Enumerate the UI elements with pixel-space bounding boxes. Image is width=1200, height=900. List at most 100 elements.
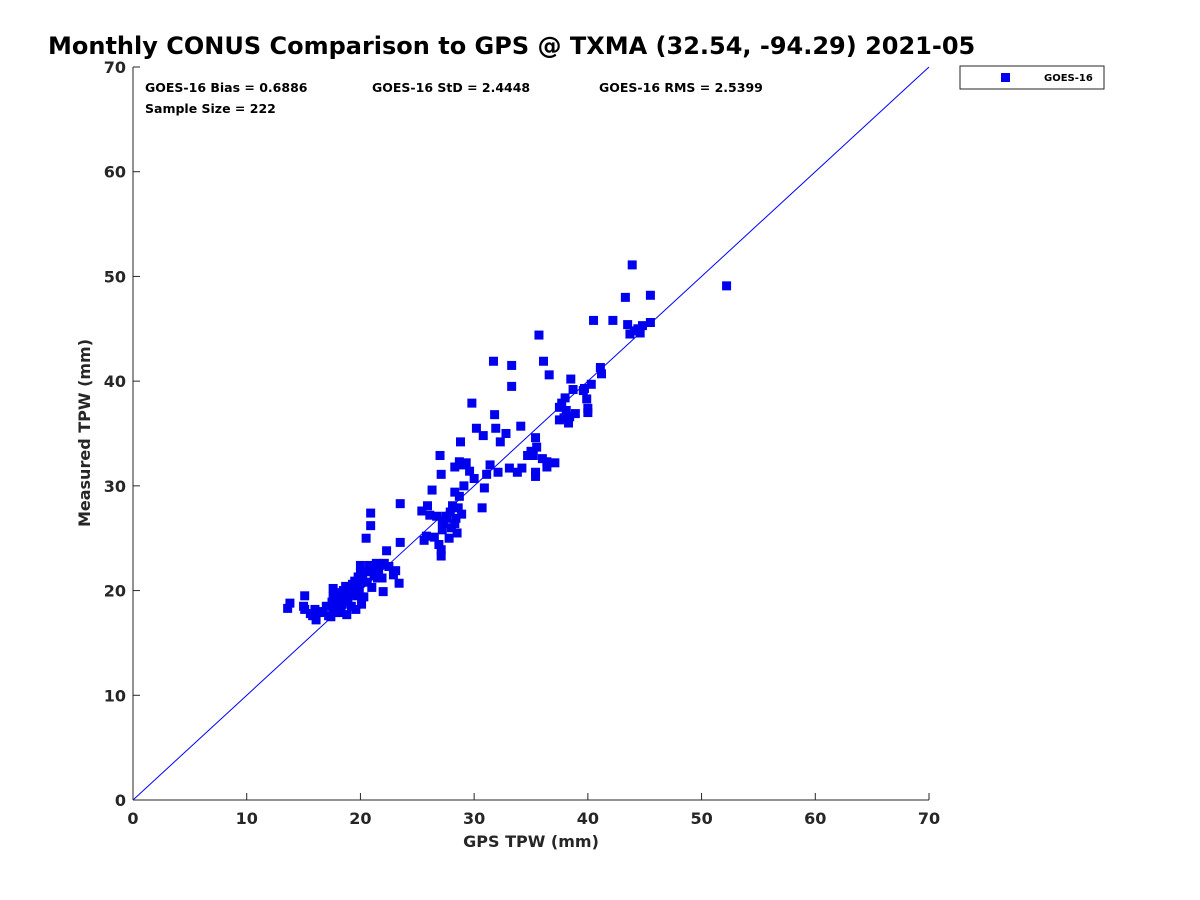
data-point	[434, 539, 444, 549]
data-point	[352, 591, 362, 601]
marker-layer	[132, 66, 930, 801]
data-point	[337, 599, 347, 609]
data-point	[448, 501, 458, 511]
data-point	[375, 559, 385, 569]
data-point	[595, 363, 605, 373]
data-point	[461, 458, 471, 468]
data-point	[327, 597, 337, 607]
data-point	[507, 381, 517, 391]
data-point	[465, 466, 475, 476]
data-point	[421, 531, 431, 541]
data-point	[310, 604, 320, 614]
data-point	[637, 321, 647, 331]
data-point	[516, 421, 526, 431]
data-point	[582, 394, 592, 404]
data-point	[495, 437, 505, 447]
data-point	[432, 511, 442, 521]
data-point	[623, 320, 633, 330]
x-tick-label: 10	[236, 809, 258, 828]
data-point	[429, 532, 439, 542]
data-point	[561, 405, 571, 415]
data-point	[366, 521, 376, 531]
data-point	[368, 564, 378, 574]
data-point	[504, 463, 514, 473]
y-tick-label: 10	[104, 686, 126, 705]
data-point	[379, 558, 389, 568]
data-point	[372, 573, 382, 583]
data-point	[335, 594, 345, 604]
y-axis-label: Measured TPW (mm)	[75, 339, 94, 527]
data-point	[355, 560, 365, 570]
data-point	[311, 615, 321, 625]
data-point	[450, 519, 460, 529]
data-point	[579, 383, 589, 393]
data-point	[459, 481, 469, 491]
data-point	[394, 578, 404, 588]
data-point	[583, 403, 593, 413]
data-point	[378, 587, 388, 597]
data-point	[444, 533, 454, 543]
data-point	[417, 506, 427, 516]
data-point	[346, 601, 356, 611]
data-point	[627, 260, 637, 270]
data-point	[318, 607, 328, 617]
data-point	[586, 379, 596, 389]
data-point	[635, 328, 645, 338]
data-point	[285, 598, 295, 608]
data-point	[507, 360, 517, 370]
data-point	[363, 567, 373, 577]
data-point	[427, 485, 437, 495]
data-point	[336, 608, 346, 618]
data-point	[326, 612, 336, 622]
data-point	[395, 499, 405, 509]
data-point	[436, 545, 446, 555]
data-point	[328, 583, 338, 593]
data-point	[490, 410, 500, 420]
data-point	[479, 483, 489, 493]
data-point	[597, 369, 607, 379]
data-point	[491, 423, 501, 433]
y-tick-label: 60	[104, 163, 126, 182]
data-point	[625, 329, 635, 339]
data-point	[445, 507, 455, 517]
data-point	[608, 315, 618, 325]
y-tick-label: 0	[115, 791, 126, 810]
data-point	[469, 474, 479, 484]
data-point	[568, 385, 578, 395]
x-tick-label: 60	[804, 809, 826, 828]
y-tick-label: 70	[104, 58, 126, 77]
data-point	[544, 370, 554, 380]
data-point	[300, 604, 310, 614]
data-point	[532, 442, 542, 452]
data-point	[357, 599, 367, 609]
data-point	[559, 413, 569, 423]
legend-marker-square-icon	[1001, 73, 1010, 82]
data-point	[438, 519, 448, 529]
data-point	[391, 566, 401, 576]
tick-layer: 0 10 20 30 40 50 60 70 0 10 20 30 40 50 60 70	[104, 58, 940, 828]
data-point	[570, 409, 580, 419]
data-point	[450, 462, 460, 472]
data-point	[501, 429, 511, 438]
data-point	[485, 460, 495, 470]
y-tick-label: 30	[104, 477, 126, 496]
data-point	[366, 508, 376, 518]
data-point	[395, 537, 405, 547]
data-point	[358, 575, 368, 585]
data-point	[423, 501, 433, 511]
data-point	[564, 418, 574, 428]
data-point	[321, 601, 331, 611]
data-point	[351, 604, 361, 614]
data-point	[437, 525, 447, 535]
data-point	[341, 581, 351, 591]
data-point	[344, 590, 354, 600]
x-axis-label: GPS TPW (mm)	[463, 832, 599, 851]
data-point	[528, 450, 538, 460]
y-tick-label: 20	[104, 582, 126, 601]
data-point	[425, 510, 435, 520]
data-point	[300, 591, 310, 601]
y-tick-label: 50	[104, 267, 126, 286]
data-point	[566, 374, 576, 384]
legend: GOES-16	[959, 65, 1105, 90]
